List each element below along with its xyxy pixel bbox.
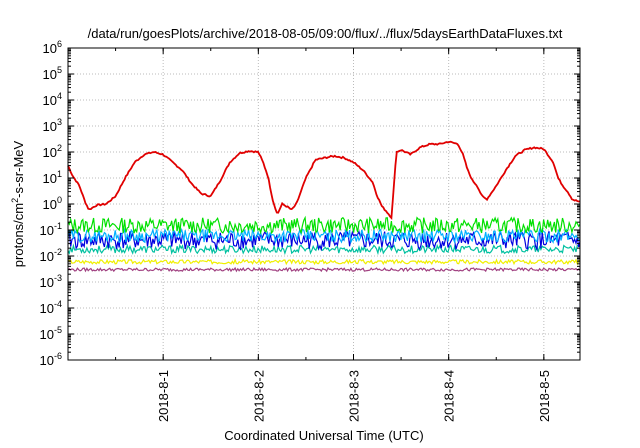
x-tick-label: 2018-8-3	[347, 370, 362, 422]
x-tick-label: 2018-8-2	[251, 370, 266, 422]
y-axis-ticks: 10-6 10-5 10-4 10-3 10-2 10-1 100 101 102 103 104 1…	[40, 39, 580, 368]
data-series	[67, 140, 581, 273]
x-axis-ticks: 2018-8-1 2018-8-2 2018-8-3 2018-8-4 2018-8-5	[115, 48, 552, 422]
x-tick-label: 2018-8-1	[156, 370, 171, 422]
y-tick-label: 102	[43, 143, 62, 160]
series-line	[67, 140, 581, 221]
y-tick-label: 103	[43, 117, 62, 134]
grid-lines	[68, 48, 580, 360]
series-line	[67, 229, 581, 252]
x-tick-label: 2018-8-5	[537, 370, 552, 422]
y-tick-label: 10-4	[40, 299, 62, 316]
y-tick-label: 10-1	[40, 221, 62, 238]
y-axis-label: protons/cm2-s-sr-MeV	[10, 140, 26, 267]
x-axis-label: Coordinated Universal Time (UTC)	[224, 428, 423, 443]
series-line	[67, 243, 581, 256]
y-tick-label: 104	[43, 91, 62, 108]
series-line	[67, 257, 581, 266]
x-tick-label: 2018-8-4	[442, 370, 457, 422]
y-tick-label: 10-2	[40, 247, 62, 264]
series-line	[67, 215, 581, 235]
y-tick-label: 10-6	[40, 351, 62, 368]
y-tick-label: 105	[43, 65, 62, 82]
y-tick-label: 10-3	[40, 273, 62, 290]
y-tick-label: 10-5	[40, 325, 62, 342]
y-tick-label: 106	[43, 39, 62, 56]
y-tick-label: 101	[43, 169, 62, 186]
series-line	[67, 227, 581, 245]
chart-title: /data/run/goesPlots/archive/2018-08-05/0…	[88, 26, 563, 41]
series-line	[67, 266, 581, 273]
y-tick-label: 100	[43, 195, 62, 212]
